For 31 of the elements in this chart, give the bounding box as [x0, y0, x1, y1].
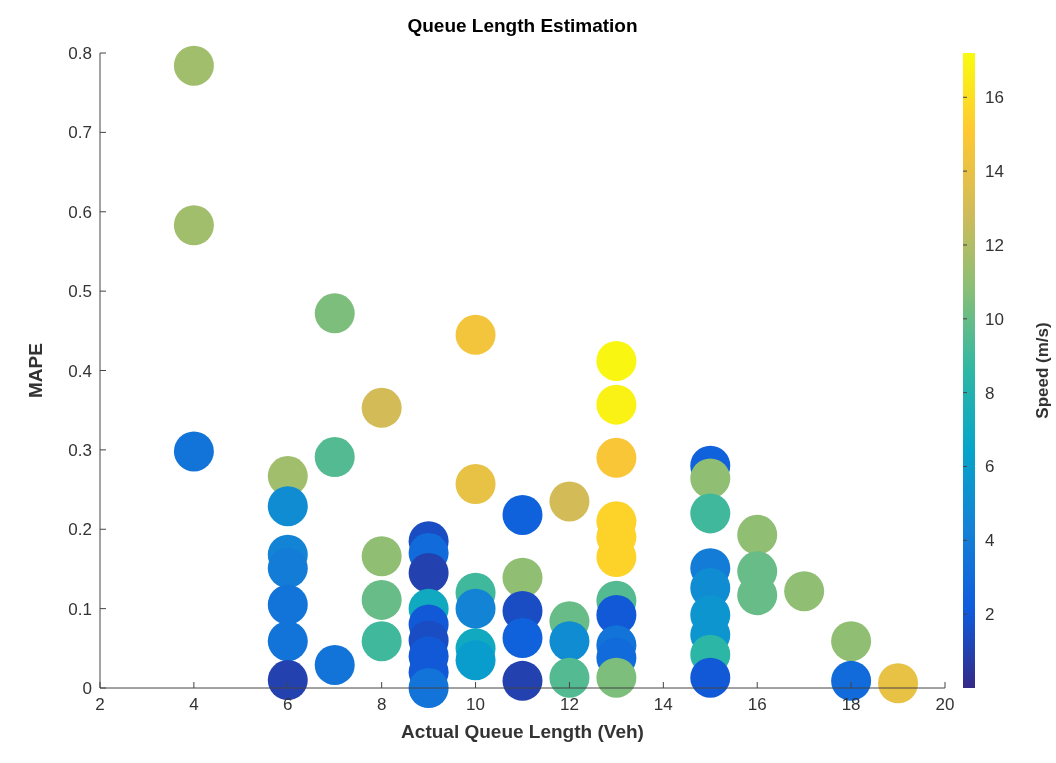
y-tick-label: 0.8 — [68, 44, 92, 63]
y-tick-label: 0.6 — [68, 202, 92, 222]
color-bar-label: 10 — [985, 309, 1004, 329]
x-tick-label: 2 — [95, 695, 105, 714]
color-bar-label: 8 — [985, 383, 995, 403]
x-tick-label: 12 — [559, 695, 579, 714]
color-bar-label: 6 — [985, 457, 995, 477]
x-tick-label: 20 — [935, 695, 955, 714]
y-tick-label: 0 — [82, 679, 92, 698]
x-tick-label: 6 — [283, 695, 293, 714]
y-tick-label: 0.3 — [68, 440, 92, 460]
y-axis-title: MAPE — [25, 343, 46, 398]
y-tick-label: 0.7 — [68, 123, 92, 143]
x-tick-label: 18 — [841, 695, 861, 714]
x-axis-title: Actual Queue Length (Veh) — [401, 721, 644, 742]
y-tick-label: 0.2 — [68, 520, 92, 540]
y-tick-label: 0.4 — [68, 361, 92, 381]
color-bar-label: 4 — [985, 531, 995, 551]
color-bar-label: 2 — [985, 605, 995, 625]
x-tick-label: 14 — [653, 695, 673, 714]
color-bar-label: 12 — [985, 235, 1004, 255]
color-bar-label: 16 — [985, 88, 1004, 108]
color-bar-label: 14 — [985, 162, 1004, 182]
x-tick-label: 16 — [747, 695, 767, 714]
y-tick-label: 0.1 — [68, 599, 92, 619]
x-tick-label: 8 — [376, 695, 387, 714]
y-tick-label: 0.5 — [68, 282, 92, 302]
x-tick-label: 10 — [466, 695, 486, 714]
color-bar-title: Speed (m/s) — [1033, 322, 1052, 419]
x-tick-label: 4 — [189, 695, 199, 714]
chart-title: Queue Length Estimation — [407, 15, 638, 36]
